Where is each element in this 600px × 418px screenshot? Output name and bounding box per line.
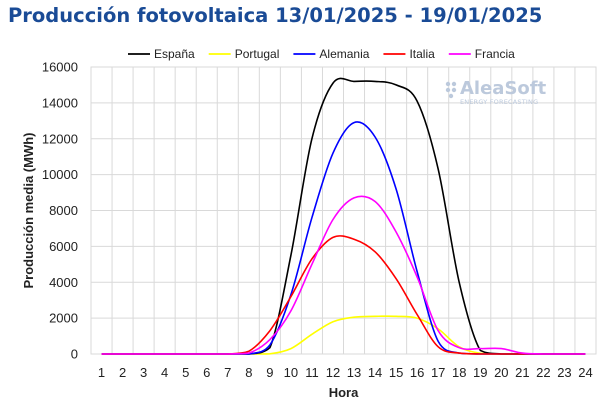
- x-tick-label: 20: [494, 365, 508, 380]
- x-tick-label: 17: [431, 365, 445, 380]
- x-tick-label: 24: [578, 365, 592, 380]
- y-tick-label: 8000: [49, 203, 78, 218]
- series-line-francia: [101, 195, 586, 355]
- watermark-logo-dot: [448, 93, 454, 99]
- y-tick-label: 6000: [49, 239, 78, 254]
- legend-label: España: [154, 47, 195, 61]
- watermark-logo-dot: [451, 87, 457, 93]
- x-tick-label: 11: [305, 365, 319, 380]
- x-tick-label: 8: [245, 365, 252, 380]
- x-tick-label: 23: [557, 365, 571, 380]
- x-tick-label: 7: [224, 365, 231, 380]
- watermark-subtext: ENERGY FORECASTING: [460, 98, 538, 106]
- watermark-logo-dot: [445, 81, 451, 87]
- x-tick-label: 22: [536, 365, 550, 380]
- y-tick-label: 12000: [42, 131, 78, 146]
- watermark-logo-dot: [451, 81, 457, 87]
- x-tick-label: 21: [515, 365, 529, 380]
- x-tick-label: 4: [161, 365, 168, 380]
- watermark-text: AleaSoft: [460, 78, 547, 99]
- y-tick-label: 16000: [42, 60, 78, 75]
- x-tick-label: 13: [347, 365, 361, 380]
- y-tick-label: 0: [71, 347, 78, 362]
- x-tick-label: 16: [410, 365, 424, 380]
- y-axis-title: Producción media (MWh): [21, 133, 36, 289]
- chart-title: Producción fotovoltaica 13/01/2025 - 19/…: [8, 4, 543, 27]
- legend-label: Francia: [475, 47, 515, 61]
- x-tick-label: 18: [452, 365, 466, 380]
- y-tick-label: 10000: [42, 167, 78, 182]
- x-tick-label: 14: [368, 365, 382, 380]
- legend-label: Italia: [409, 47, 435, 61]
- x-tick-label: 3: [140, 365, 147, 380]
- y-tick-label: 14000: [42, 95, 78, 110]
- watermark-logo-dot: [445, 87, 451, 93]
- x-tick-label: 9: [266, 365, 273, 380]
- x-tick-label: 12: [326, 365, 340, 380]
- x-tick-label: 19: [473, 365, 487, 380]
- y-tick-label: 2000: [49, 311, 78, 326]
- x-tick-label: 5: [182, 365, 189, 380]
- legend-label: Portugal: [235, 47, 280, 61]
- x-axis-title: Hora: [329, 385, 359, 400]
- legend-label: Alemania: [319, 47, 369, 61]
- x-tick-label: 15: [389, 365, 403, 380]
- x-tick-label: 2: [119, 365, 126, 380]
- x-tick-label: 10: [284, 365, 298, 380]
- x-tick-label: 1: [98, 365, 105, 380]
- y-tick-label: 4000: [49, 275, 78, 290]
- x-tick-label: 6: [203, 365, 210, 380]
